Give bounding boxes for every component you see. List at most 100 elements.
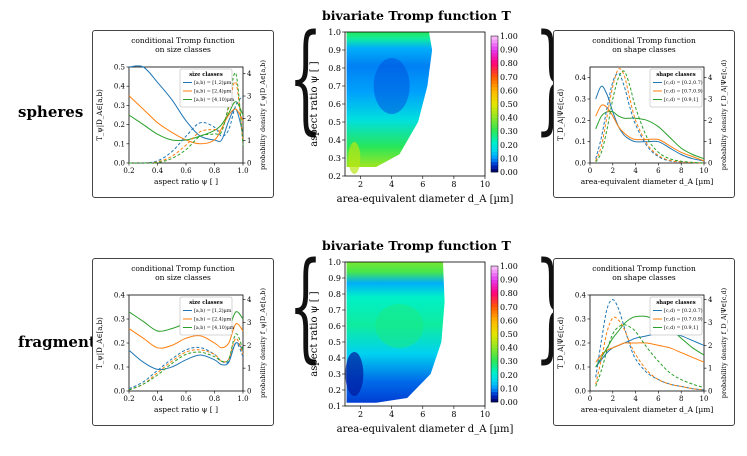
spheres-left-xtick-label: 0.8 (209, 167, 220, 175)
spheres-right-xtick-label: 6 (656, 167, 661, 175)
fragments-main-colorbar-cell (491, 303, 498, 308)
spheres-main-colorbar-cell (491, 131, 498, 135)
fragments-right-ytick-label: 0.0 (575, 388, 586, 396)
fragments-main-colorbar-label: 0.50 (500, 330, 518, 339)
spheres-main-colorbar-cell (491, 63, 498, 67)
fragments-main-colorbar-label: 0.80 (500, 289, 518, 298)
fragments-main-colorbar-cell (491, 266, 498, 270)
fragments-main-xlabel: area-equivalent diameter d_A [µm] (337, 424, 514, 435)
spheres-right-y2tick-label: 1 (708, 138, 712, 146)
fragments-right-xlabel: area-equivalent diameter d_A [µm] (581, 405, 714, 414)
fragments-main-colorbar-cell (491, 374, 498, 379)
fragments-left-y2tick-label: 2 (247, 342, 251, 350)
fragments-main-ytick-label: 0.4 (328, 354, 341, 363)
fragments-left-legend-box (179, 296, 233, 336)
fragments-left-ytick-label: 0.1 (114, 364, 125, 372)
fragments-right-ytick-label: 0.1 (575, 364, 586, 372)
fragments-main-colorbar-label: 0.20 (500, 371, 518, 380)
spheres-right-xtick-label: 10 (700, 167, 709, 175)
spheres-right-ylabel: T_D_A|Ψ∈[c,d) (557, 89, 565, 141)
spheres-left-title-2: on size classes (155, 45, 211, 54)
spheres-right-xtick-label: 4 (633, 167, 638, 175)
fragments-right-y2tick-label: 0 (708, 388, 712, 396)
spheres-right-ytick-label: 0.4 (575, 74, 587, 82)
fragments-right-ytick-label: 0.2 (575, 340, 586, 348)
spheres-right-axes-frame (589, 66, 705, 164)
spheres-main-colorbar-cell (491, 39, 498, 44)
spheres-main-colorbar-label: 0.80 (500, 59, 518, 68)
fragments-right-xtick-label: 4 (633, 395, 638, 403)
fragments-main-colorbar-cell (491, 269, 498, 274)
spheres-main-colorbar-cell (491, 138, 498, 142)
spheres-main-colorbar-cell (491, 42, 498, 47)
fragments-left-xtick-label: 0.4 (152, 395, 164, 403)
spheres-main-colorbar-cell (491, 104, 498, 108)
fragments-main-colorbar-cell (491, 334, 498, 338)
main-title-fragments: bivariate Tromp function T (322, 238, 511, 253)
spheres-right-y2tick-label: 2 (708, 117, 712, 125)
spheres-main-colorbar-cell (491, 83, 498, 88)
fragments-left-xtick-label: 0.8 (209, 395, 220, 403)
spheres-left-y2label: probability density f_ψ|D_A∈[a,b) (259, 60, 267, 170)
fragments-main-colorbar-cell (491, 395, 498, 399)
fragments-main-xtick-label: 6 (420, 410, 425, 419)
fragments-main-colorbar-cell (491, 293, 498, 297)
spheres-main-colorbar-cell (491, 124, 498, 129)
spheres-main-colorbar-cell (491, 155, 498, 159)
left-panel-fragments: conditional Tromp function on size classe… (92, 258, 274, 426)
spheres-main-colorbar-cell (491, 117, 498, 122)
fragments-right-legend-label-1: [c,d) = [0.7,0.9) (664, 316, 703, 323)
fragments-left-ytick-label: 0.4 (114, 292, 126, 300)
spheres-left-legend-label-1: [a,b) = [2,4)µm (194, 88, 232, 95)
fragments-right-xtick-label: 10 (700, 395, 709, 403)
spheres-right-tromp-line-1 (595, 104, 705, 162)
right-panel-fragments: conditional Tromp function on shape class… (553, 258, 735, 426)
fragments-main-colorbar-cell (491, 279, 498, 284)
spheres-left-xtick-label: 0.6 (180, 167, 192, 175)
spheres-right-tromp-line-2 (595, 110, 705, 160)
spheres-right-xtick-label: 2 (611, 167, 615, 175)
fragments-main-colorbar-label: 0.00 (500, 398, 518, 407)
spheres-left-legend-box (179, 68, 233, 108)
fragments-main-colorbar-cell (491, 381, 498, 386)
fragments-left-xtick-label: 0.6 (180, 395, 192, 403)
fragments-left-ylabel: T_ψ|D_A∈[a,b) (96, 317, 104, 369)
fragments-main-colorbar-cell (491, 296, 498, 301)
spheres-left-ytick-label: 0.3 (114, 102, 125, 110)
spheres-left-y2tick-label: 1 (247, 137, 251, 145)
fragments-main-colorbar-cell (491, 340, 498, 345)
spheres-main-colorbar-cell (491, 46, 498, 50)
fragments-main-colorbar-label: 1.00 (500, 262, 518, 271)
spheres-left-legend-label-2: [a,b) = [4,10)µm (194, 96, 235, 103)
row-label-spheres: spheres (18, 103, 84, 121)
spheres-main-colorbar-cell (491, 49, 498, 54)
spheres-left-ylabel: T_ψ|D_A∈[a,b) (96, 89, 104, 141)
fragments-right-title-1: conditional Tromp function (592, 264, 696, 273)
fragments-main-colorbar-cell (491, 330, 498, 335)
spheres-left-y2tick-label: 3 (247, 93, 251, 101)
fragments-left-xtick-label: 1.0 (237, 395, 248, 403)
spheres-main-colorbar-cell (491, 151, 498, 156)
fragments-left-xtick-label: 0.2 (123, 395, 134, 403)
fragments-main-colorbar-cell (491, 289, 498, 294)
spheres-main-xtick-label: 6 (420, 180, 425, 189)
spheres-main-ytick-label: 1.0 (328, 28, 341, 37)
spheres-left-legend-title: size classes (189, 72, 223, 78)
spheres-right-ytick-label: 0.2 (575, 117, 586, 125)
fragments-main-colorbar-cell (491, 320, 498, 325)
fragments-main-colorbar-frame (490, 265, 499, 403)
spheres-main-colorbar-label: 0.20 (500, 141, 518, 150)
fragments-right-ytick-label: 0.3 (575, 316, 586, 324)
fragments-right-xtick-label: 2 (611, 395, 615, 403)
fragments-left-density-line-0 (128, 342, 244, 390)
spheres-main-colorbar-label: 0.40 (500, 114, 518, 123)
fragments-right-ytick-label: 0.4 (575, 292, 587, 300)
fragments-right-y2tick-label: 3 (708, 319, 712, 327)
spheres-main-colorbar-cell (491, 107, 498, 112)
spheres-main-colorbar-cell (491, 114, 498, 118)
fragments-right-legend-box (649, 296, 703, 336)
spheres-main-xtick-label: 10 (480, 180, 490, 189)
